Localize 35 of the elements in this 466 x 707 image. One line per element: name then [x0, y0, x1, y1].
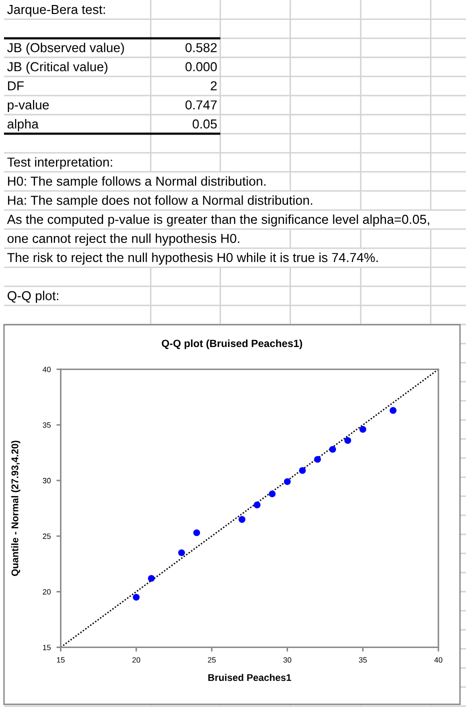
text: H0: The sample follows a Normal distribution.: [8, 176, 266, 188]
text: p-value: [8, 100, 49, 112]
text: Test interpretation:: [7, 157, 112, 170]
chart-title: Q-Q plot (Bruised Peaches1): [162, 339, 302, 350]
text: 0.582: [185, 43, 217, 52]
point: [344, 437, 352, 444]
point: [329, 446, 336, 453]
text: Jarque-Bera test:: [7, 5, 105, 17]
text: JB (Critical value): [7, 62, 108, 74]
text: one cannot reject the null hypothesis H0.: [8, 234, 240, 246]
point: [390, 407, 396, 414]
point: [314, 456, 321, 463]
y-axis-title: Quantile - Normal (27.93,4.20): [11, 440, 20, 576]
text: As the computed p-value is greater than the significance level alpha=0.05,: [7, 214, 430, 226]
point: [178, 549, 185, 556]
point: [238, 516, 246, 523]
point: [299, 467, 306, 474]
text: 0.05: [192, 119, 217, 129]
text: JB (Observed value): [7, 42, 124, 55]
text: Q-Q plot:: [8, 290, 58, 303]
text: Ha: The sample does not follow a Normal distribution.: [8, 195, 312, 208]
text: The risk to reject the null hypothesis H0 while it is true is 74.74%.: [7, 252, 378, 265]
point: [254, 502, 261, 508]
text: DF: [8, 81, 24, 90]
point: [268, 490, 276, 498]
point: [132, 594, 140, 601]
text: 0.000: [185, 62, 217, 72]
point: [284, 478, 291, 486]
x-axis-title: Bruised Peaches1: [208, 674, 292, 682]
point: [148, 574, 155, 582]
point: [193, 529, 200, 536]
text: alpha: [8, 119, 39, 132]
text: 2: [210, 81, 217, 90]
text: 0.747: [185, 100, 217, 110]
point: [359, 426, 366, 433]
